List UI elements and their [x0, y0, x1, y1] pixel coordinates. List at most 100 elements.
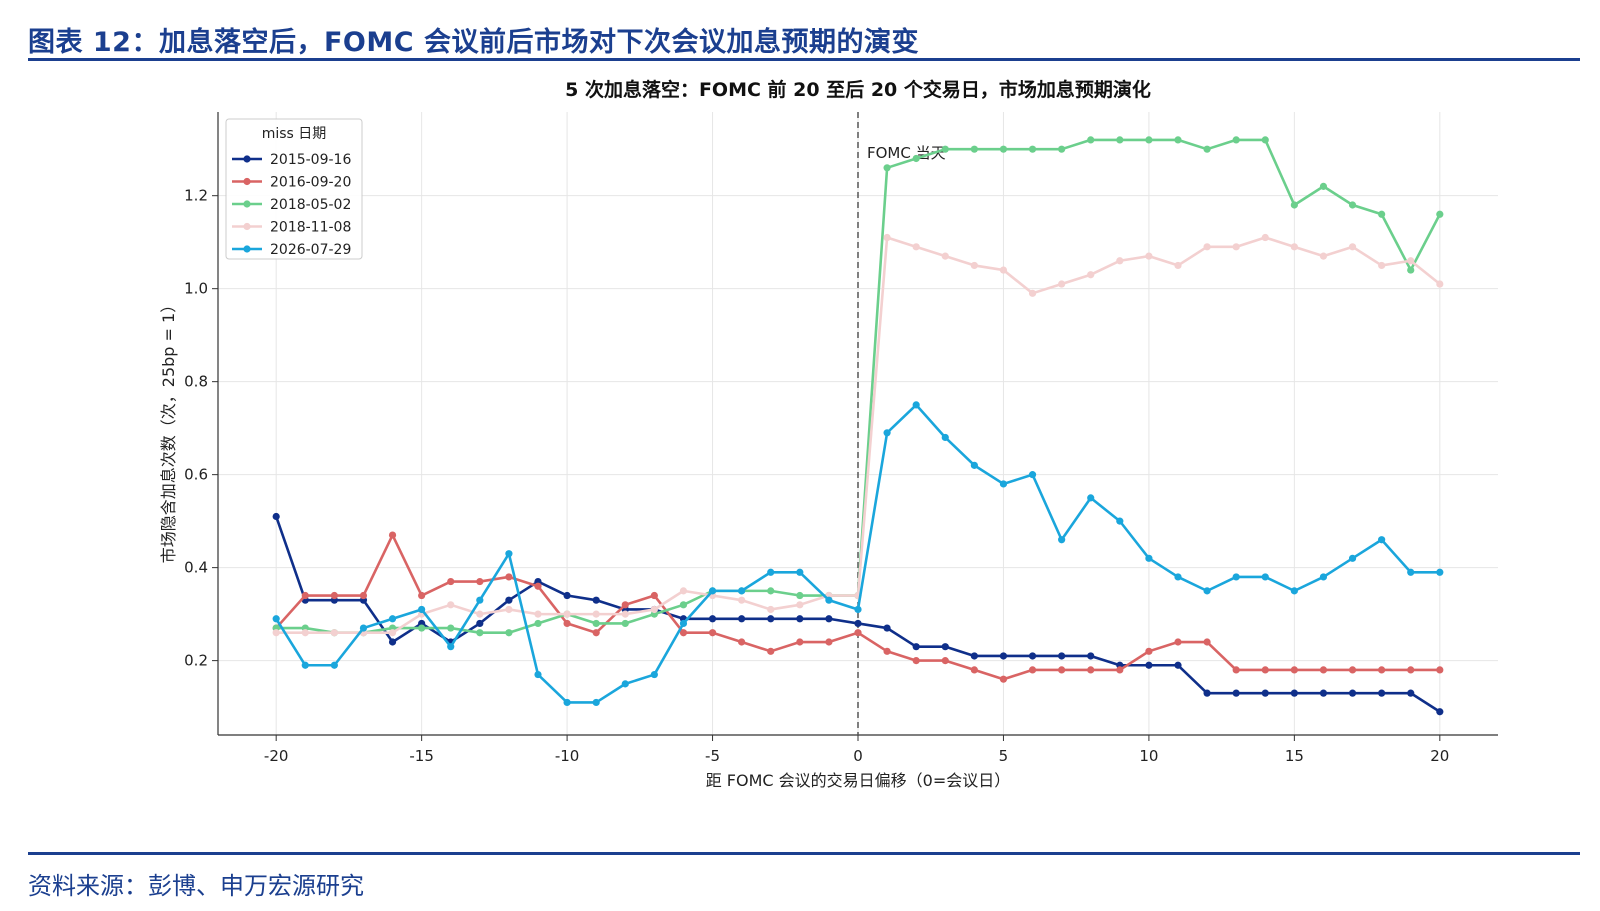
- data-point-2016-09-20: [621, 601, 629, 609]
- data-point-2016-09-20: [825, 638, 833, 646]
- legend-label: 2026-07-29: [270, 242, 351, 258]
- data-point-2018-11-08: [388, 629, 397, 637]
- data-point-2018-11-08: [301, 629, 309, 637]
- data-point-2016-09-20: [1378, 666, 1386, 674]
- data-point-2015-09-16: [476, 619, 484, 628]
- data-point-2018-05-02: [1028, 145, 1037, 153]
- data-point-2018-05-02: [912, 154, 920, 163]
- data-point-2026-07-29: [447, 643, 455, 651]
- data-point-2018-11-08: [505, 605, 513, 614]
- data-point-2015-09-16: [825, 615, 833, 623]
- data-point-2026-07-29: [941, 433, 949, 442]
- data-point-2026-07-29: [621, 680, 629, 688]
- x-axis-label: 距 FOMC 会议的交易日偏移（0=会议日）: [706, 771, 1011, 790]
- title-underline: [28, 58, 1580, 61]
- data-point-2026-07-29: [1058, 536, 1066, 544]
- data-point-2026-07-29: [679, 619, 688, 628]
- data-point-2015-09-16: [563, 591, 571, 600]
- y-axis-label: 市场隐含加息次数（次，25bp = 1）: [159, 297, 178, 563]
- data-point-2018-11-08: [999, 266, 1008, 274]
- data-point-2018-11-08: [738, 596, 746, 604]
- data-point-2016-09-20: [1232, 666, 1240, 674]
- data-point-2018-05-02: [1348, 201, 1357, 209]
- data-point-2016-09-20: [1436, 666, 1444, 674]
- data-point-2018-05-02: [1290, 201, 1298, 209]
- data-point-2018-11-08: [1261, 233, 1269, 242]
- data-point-2026-07-29: [505, 550, 513, 558]
- data-point-2026-07-29: [883, 429, 891, 437]
- data-point-2018-05-02: [447, 624, 455, 632]
- data-point-2026-07-29: [1436, 568, 1444, 576]
- y-tick-label: 1.0: [184, 280, 208, 298]
- data-point-2016-09-20: [476, 577, 484, 586]
- data-point-2026-07-29: [330, 661, 338, 669]
- data-point-2016-09-20: [592, 629, 600, 637]
- data-point-2016-09-20: [534, 582, 542, 590]
- data-point-2018-11-08: [534, 610, 542, 618]
- axes: -20 -15 -10 -5 0 5 10 15 20 0.2 0.4 0.6 0.8 1.0 1.2 FOM…: [184, 112, 1498, 765]
- data-point-2026-07-29: [708, 587, 717, 595]
- data-point-2016-09-20: [679, 629, 688, 637]
- data-point-2016-09-20: [912, 657, 920, 665]
- data-point-2015-09-16: [738, 615, 746, 623]
- legend: miss 日期 2015-09-16 2016-09-20 2018-05-02 201…: [225, 118, 363, 260]
- data-point-2015-09-16: [1028, 652, 1037, 660]
- data-point-2018-05-02: [1087, 136, 1095, 144]
- data-point-2026-07-29: [1378, 536, 1386, 544]
- data-point-2026-07-29: [418, 605, 426, 614]
- data-point-2018-11-08: [912, 243, 920, 251]
- data-point-2016-09-20: [1087, 666, 1095, 674]
- data-point-2015-09-16: [1058, 652, 1066, 660]
- data-point-2016-09-20: [505, 573, 513, 581]
- data-point-2026-07-29: [825, 596, 833, 604]
- data-point-2018-05-02: [1232, 136, 1240, 144]
- data-point-2018-11-08: [447, 601, 455, 609]
- data-point-2026-07-29: [1116, 517, 1124, 525]
- data-point-2018-05-02: [621, 619, 629, 628]
- data-point-2016-09-20: [418, 591, 426, 600]
- data-point-2015-09-16: [970, 652, 978, 660]
- data-point-2026-07-29: [1203, 587, 1211, 595]
- data-point-2015-09-16: [1087, 652, 1095, 660]
- data-point-2018-05-02: [796, 591, 804, 600]
- data-point-2016-09-20: [708, 629, 717, 637]
- data-point-2026-07-29: [650, 670, 658, 679]
- data-point-2018-11-08: [1203, 243, 1211, 251]
- data-point-2016-09-20: [883, 647, 891, 655]
- data-point-2018-11-08: [272, 629, 280, 637]
- data-point-2026-07-29: [1232, 573, 1240, 581]
- data-point-2026-07-29: [1028, 471, 1037, 479]
- data-point-2026-07-29: [738, 587, 746, 595]
- legend-box: [225, 118, 363, 260]
- data-point-2015-09-16: [999, 652, 1008, 660]
- data-point-2015-09-16: [1436, 708, 1444, 716]
- legend-title: miss 日期: [262, 126, 327, 142]
- data-point-2018-11-08: [1319, 252, 1328, 260]
- data-point-2018-05-02: [592, 619, 600, 628]
- data-point-2018-05-02: [1203, 145, 1211, 153]
- data-point-2016-09-20: [1348, 666, 1357, 674]
- data-point-2016-09-20: [1319, 666, 1328, 674]
- data-point-2015-09-16: [1290, 689, 1298, 697]
- data-point-2026-07-29: [534, 670, 542, 679]
- data-point-2026-07-29: [272, 615, 280, 623]
- series-group: [272, 136, 1444, 716]
- data-point-2018-05-02: [1261, 136, 1269, 144]
- data-point-2015-09-16: [708, 615, 717, 623]
- footer-rule: [28, 852, 1580, 855]
- data-point-2015-09-16: [272, 512, 280, 521]
- data-point-2016-09-20: [767, 647, 775, 655]
- x-tick-label: -20: [264, 747, 289, 765]
- data-point-2018-11-08: [1058, 280, 1066, 288]
- data-point-2018-11-08: [1174, 261, 1182, 270]
- data-point-2018-11-08: [1232, 243, 1240, 251]
- data-point-2018-11-08: [1436, 280, 1444, 288]
- data-point-2018-11-08: [476, 610, 484, 618]
- data-point-2026-07-29: [1174, 573, 1182, 581]
- y-tick-label: 1.2: [184, 187, 208, 205]
- data-point-2018-05-02: [476, 629, 484, 637]
- data-point-2018-05-02: [1436, 210, 1444, 218]
- data-point-2016-09-20: [1116, 666, 1124, 674]
- data-point-2016-09-20: [1290, 666, 1298, 674]
- data-point-2026-07-29: [388, 615, 397, 623]
